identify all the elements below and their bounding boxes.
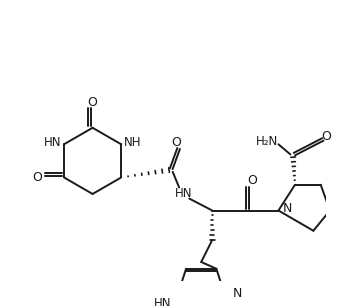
- Text: HN: HN: [175, 188, 193, 200]
- Text: N: N: [233, 287, 242, 300]
- Text: O: O: [88, 95, 97, 109]
- Text: N: N: [283, 202, 292, 215]
- Text: HN: HN: [154, 297, 171, 306]
- Text: NH: NH: [124, 136, 142, 149]
- Text: HN: HN: [44, 136, 61, 149]
- Text: O: O: [32, 171, 42, 184]
- Text: O: O: [321, 129, 331, 143]
- Text: H₂N: H₂N: [256, 135, 278, 148]
- Text: O: O: [171, 136, 181, 149]
- Text: O: O: [247, 174, 257, 187]
